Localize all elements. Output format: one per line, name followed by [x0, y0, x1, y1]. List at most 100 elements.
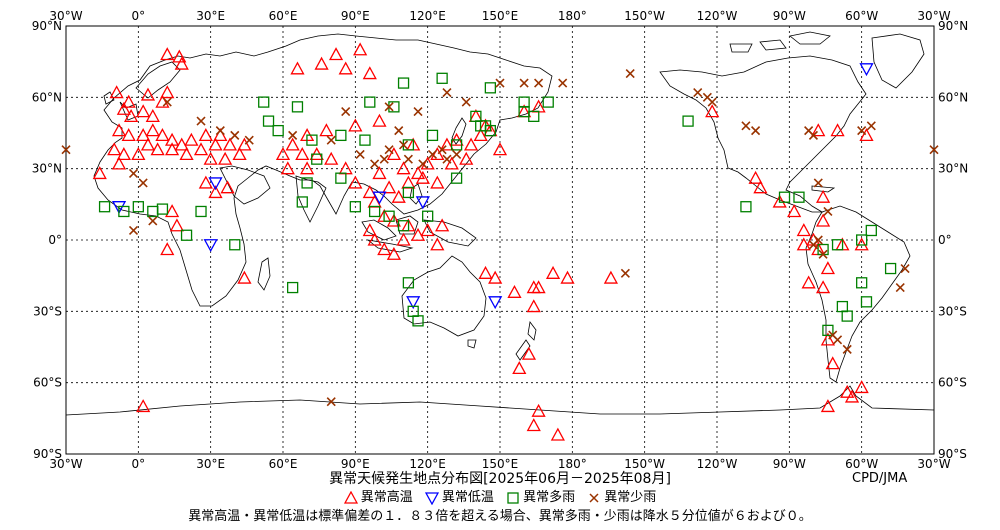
- light-rain-marker: [398, 140, 409, 150]
- heavy-rain-marker: [831, 239, 844, 251]
- light-rain-marker: [495, 78, 505, 88]
- tick-labels: 30°W 30°W 0° 0° 30°E 30°E 60°E 60°E 90°E 90°E 120°…: [32, 9, 969, 470]
- x-tick-label-bottom: 90°E: [341, 457, 370, 470]
- y-tick-label-right: 30°S: [938, 304, 967, 318]
- high-temp-marker: [820, 399, 836, 413]
- low-temp-marker: [203, 239, 218, 253]
- high-temp-marker: [748, 170, 763, 184]
- high-temp-marker: [136, 104, 151, 118]
- light-rain-marker: [196, 116, 206, 126]
- y-tick-label-left: 30°S: [33, 304, 62, 318]
- high-temp-marker: [439, 137, 455, 151]
- x-tick-label-bottom: 90°W: [773, 457, 806, 470]
- high-temp-marker: [801, 275, 816, 289]
- heavy-rain-marker: [306, 134, 318, 146]
- heavy-rain-marker: [397, 220, 410, 232]
- high-temp-marker: [222, 137, 238, 151]
- high-temp-marker: [478, 265, 493, 279]
- high-temp-marker: [372, 166, 387, 180]
- y-tick-label-left: 60°S: [33, 376, 62, 390]
- heavy-rain-marker: [836, 300, 849, 313]
- y-tick-label-left: 90°N: [32, 19, 62, 33]
- legend-label: 異常多雨: [523, 490, 576, 505]
- x-tick-label-bottom: 150°W: [624, 457, 665, 470]
- land-outlines: [65, 31, 935, 416]
- high-temp-marker: [603, 270, 619, 284]
- high-temp-marker: [338, 61, 353, 75]
- x-tick-label-top: 120°W: [697, 9, 738, 23]
- high-temp-marker: [430, 237, 445, 251]
- anomaly-markers: [61, 42, 939, 441]
- light-rain-marker: [751, 126, 761, 136]
- high-temp-marker: [220, 180, 235, 194]
- x-tick-label-bottom: 60°E: [269, 457, 298, 470]
- high-temp-marker: [169, 218, 185, 232]
- light-rain-marker: [418, 159, 428, 169]
- heavy-rain-marker: [856, 234, 868, 246]
- high-temp-marker: [811, 123, 826, 137]
- high-temp-marker: [815, 189, 831, 203]
- high-temp-marker: [111, 123, 127, 137]
- high-temp-marker: [381, 180, 397, 194]
- high-temp-marker: [208, 185, 223, 199]
- light-rain-marker: [326, 397, 336, 407]
- light-rain-marker: [534, 78, 544, 88]
- high-temp-marker: [92, 166, 107, 180]
- light-rain-marker: [230, 130, 240, 140]
- high-temp-marker: [300, 161, 315, 175]
- light-rain-marker: [813, 178, 823, 188]
- heavy-rain-marker: [470, 110, 482, 123]
- x-tick-label-top: 150°E: [482, 9, 519, 23]
- high-temp-marker: [830, 123, 845, 137]
- high-temp-marker: [468, 108, 483, 123]
- x-tick-label-bottom: 30°E: [196, 457, 225, 470]
- high-temp-marker: [526, 299, 541, 313]
- high-temp-marker: [435, 218, 450, 232]
- light-rain-marker: [379, 154, 389, 164]
- high-temp-marker: [545, 265, 561, 279]
- light-rain-marker: [813, 235, 823, 245]
- credit-label: CPD/JMA: [852, 471, 908, 486]
- high-temp-marker: [550, 427, 565, 441]
- high-temp-marker: [859, 128, 874, 142]
- y-tick-label-left: 0°: [48, 233, 62, 247]
- world-map: 30°W 30°W 0° 0° 30°E 30°E 60°E 60°E 90°E 90°E 120°…: [32, 9, 969, 470]
- heavy-rain-marker: [349, 201, 361, 213]
- high-temp-marker: [218, 151, 233, 165]
- y-tick-label-right: 0°: [938, 233, 952, 247]
- light-rain-marker: [61, 145, 71, 155]
- low-temp-marker: [415, 196, 430, 210]
- heavy-rain-marker: [412, 315, 424, 327]
- high-temp-marker: [410, 227, 426, 241]
- light-rain-marker: [128, 168, 139, 178]
- high-temp-marker: [160, 47, 175, 61]
- light-rain-marker: [804, 126, 814, 136]
- high-temp-marker: [531, 280, 546, 294]
- high-temp-marker: [290, 61, 305, 75]
- cross-icon: [589, 493, 599, 503]
- light-rain-marker: [442, 88, 452, 98]
- triangle-down-icon: [424, 492, 439, 505]
- high-temp-marker: [820, 261, 836, 275]
- high-temp-marker: [145, 108, 160, 123]
- high-temp-marker: [844, 389, 860, 403]
- heavy-rain-marker: [383, 210, 395, 222]
- high-temp-marker: [198, 128, 213, 142]
- high-temp-marker: [136, 399, 151, 413]
- high-temp-marker: [314, 56, 329, 70]
- high-temp-marker: [560, 270, 575, 284]
- heavy-rain-marker: [841, 310, 853, 322]
- light-rain-marker: [823, 206, 833, 217]
- legend-label: 異常少雨: [604, 490, 657, 505]
- x-tick-label-top: 120°E: [409, 9, 446, 23]
- light-rain-marker: [138, 178, 148, 188]
- y-tick-label-right: 60°S: [938, 376, 967, 390]
- high-temp-marker: [362, 223, 377, 237]
- light-rain-marker: [244, 135, 254, 145]
- high-temp-marker: [507, 284, 522, 298]
- high-temp-marker: [521, 346, 537, 360]
- x-tick-label-top: 60°W: [845, 9, 878, 23]
- high-temp-marker: [825, 356, 840, 370]
- light-rain-marker: [929, 145, 939, 155]
- high-temp-marker: [391, 189, 406, 203]
